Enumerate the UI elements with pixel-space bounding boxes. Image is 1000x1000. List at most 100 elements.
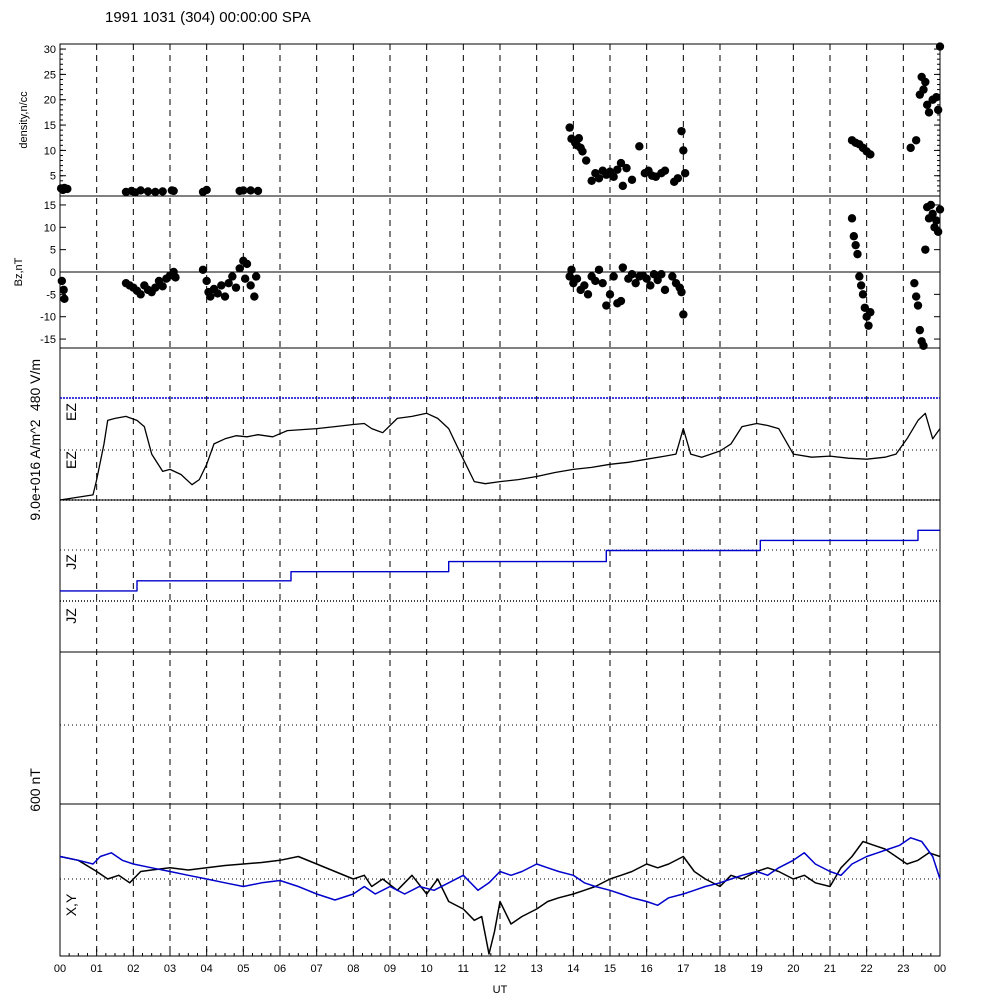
bz-point bbox=[235, 264, 244, 273]
density-point bbox=[246, 186, 255, 195]
density-point bbox=[594, 174, 604, 183]
bz-point bbox=[913, 301, 923, 310]
bz-point bbox=[928, 209, 937, 219]
density-point bbox=[578, 147, 587, 156]
x-tick-label: 12 bbox=[494, 963, 506, 975]
density-point bbox=[581, 156, 591, 165]
density-point bbox=[253, 186, 263, 196]
bz-point bbox=[910, 278, 919, 288]
bz-point bbox=[609, 272, 618, 281]
bz-point bbox=[933, 227, 943, 236]
bz-point bbox=[847, 214, 857, 223]
bz-point bbox=[198, 265, 208, 274]
x-tick-label: 23 bbox=[897, 963, 909, 975]
density-point bbox=[151, 187, 160, 197]
jz-scale-label: 9.0e+016 A/m^2 bbox=[27, 419, 43, 520]
bz-point bbox=[616, 296, 626, 306]
bz-point bbox=[231, 283, 241, 292]
plot-title: 1991 1031 (304) 00:00:00 SPA bbox=[105, 9, 311, 26]
bz-point bbox=[602, 301, 611, 310]
bz-point bbox=[668, 272, 677, 281]
density-y-tick-label: 25 bbox=[44, 69, 56, 81]
density-point bbox=[169, 186, 178, 196]
density-point bbox=[565, 123, 574, 132]
xy-ylabel: X,Y bbox=[63, 893, 79, 916]
x-tick-label: 17 bbox=[677, 963, 689, 975]
density-point bbox=[921, 77, 930, 87]
bz-point bbox=[853, 249, 862, 259]
density-y-tick-label: 15 bbox=[44, 120, 56, 132]
bz-point bbox=[915, 325, 925, 335]
density-point bbox=[622, 163, 631, 173]
bz-point bbox=[217, 281, 226, 290]
x-axis-label: UT bbox=[493, 984, 508, 996]
bz-point bbox=[583, 290, 593, 299]
bz-point bbox=[856, 281, 866, 290]
density-point bbox=[660, 166, 670, 175]
x-tick-label: 08 bbox=[347, 963, 359, 975]
density-point bbox=[673, 174, 683, 183]
bz-point bbox=[220, 292, 230, 301]
ez-scale-label: 480 V/m bbox=[27, 359, 43, 411]
density-point bbox=[613, 165, 622, 174]
density-point bbox=[933, 105, 943, 115]
bz-point bbox=[565, 272, 574, 281]
bz-point bbox=[591, 276, 600, 286]
bz-point bbox=[911, 292, 921, 301]
bz-point bbox=[213, 289, 222, 298]
x-tick-label: 13 bbox=[531, 963, 543, 975]
bz-y-tick-label: -5 bbox=[46, 289, 56, 301]
x-tick-label: 11 bbox=[458, 963, 469, 975]
bz-point bbox=[866, 308, 875, 317]
y-component-trace bbox=[59, 837, 941, 907]
ez-trace bbox=[59, 412, 941, 501]
x-tick-label: 20 bbox=[787, 963, 799, 975]
density-point bbox=[202, 185, 211, 195]
bz-point bbox=[242, 259, 252, 269]
density-point bbox=[911, 136, 921, 145]
bz-point bbox=[926, 200, 936, 210]
bz-point bbox=[206, 292, 215, 301]
x-tick-label: 15 bbox=[604, 963, 616, 975]
density-y-tick-label: 10 bbox=[44, 145, 56, 157]
bz-point bbox=[250, 292, 259, 301]
bz-y-tick-label: -15 bbox=[40, 334, 56, 346]
bz-point bbox=[158, 282, 167, 291]
bz-point bbox=[598, 278, 607, 288]
bz-point bbox=[246, 281, 255, 290]
x-tick-label: 00 bbox=[54, 963, 66, 975]
bz-point bbox=[605, 290, 615, 299]
x-tick-label: 22 bbox=[861, 963, 873, 975]
bz-point bbox=[224, 278, 233, 288]
ez-ylabel-2: EZ bbox=[63, 451, 79, 469]
density-point bbox=[627, 175, 637, 184]
density-point bbox=[618, 181, 628, 191]
x-tick-label: 10 bbox=[421, 963, 433, 975]
x-tick-label: 07 bbox=[311, 963, 323, 975]
bz-point bbox=[646, 281, 655, 290]
bz-point bbox=[919, 341, 928, 350]
bz-point bbox=[594, 265, 604, 274]
bz-y-tick-label: 10 bbox=[44, 222, 56, 234]
bz-point bbox=[171, 273, 180, 282]
bz-point bbox=[921, 245, 930, 254]
bz-point bbox=[572, 274, 582, 283]
density-point bbox=[906, 143, 915, 153]
density-y-tick-label: 20 bbox=[44, 95, 56, 107]
x-tick-label: 09 bbox=[384, 963, 396, 975]
bz-point bbox=[677, 287, 686, 297]
jz-trace bbox=[60, 529, 940, 592]
bz-point bbox=[855, 272, 864, 281]
x-tick-label: 03 bbox=[164, 963, 176, 975]
bz-point bbox=[251, 272, 261, 281]
reference-lines bbox=[60, 271, 940, 880]
bz-point bbox=[240, 274, 250, 283]
ez-ylabel: EZ bbox=[63, 403, 79, 421]
density-point bbox=[919, 85, 928, 94]
x-tick-label: 19 bbox=[751, 963, 763, 975]
bz-point bbox=[151, 283, 160, 292]
bz-point bbox=[660, 285, 670, 295]
density-point bbox=[680, 169, 690, 178]
density-point bbox=[922, 100, 932, 110]
